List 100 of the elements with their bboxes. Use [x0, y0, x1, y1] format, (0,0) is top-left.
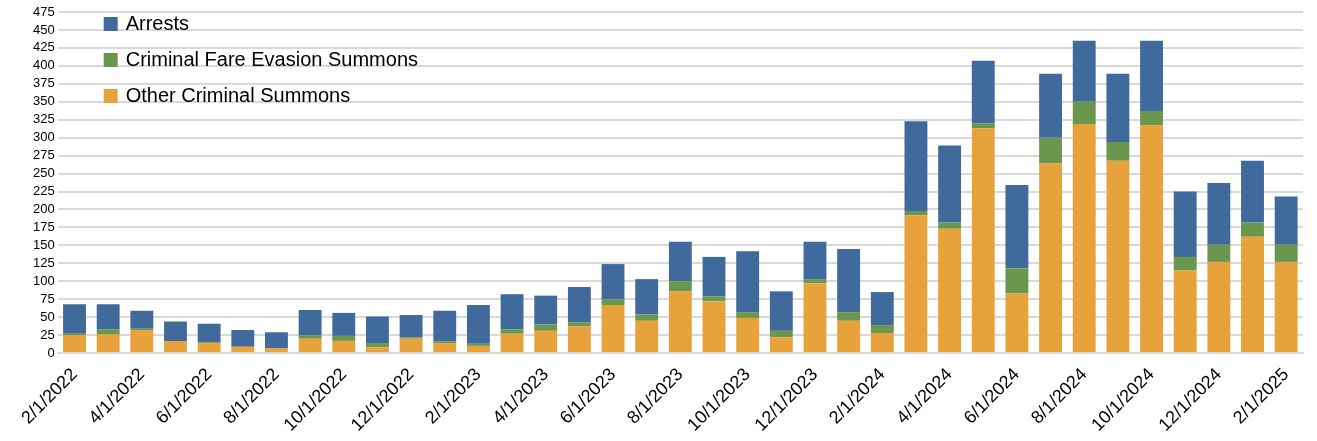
- legend-label: Criminal Fare Evasion Summons: [125, 47, 419, 70]
- bar: [332, 335, 356, 341]
- bar: [231, 330, 255, 347]
- bar: [1039, 163, 1063, 353]
- y-tick-label: 200: [32, 201, 55, 217]
- bar: [938, 228, 962, 353]
- bar: [1173, 270, 1197, 353]
- bar: [567, 322, 591, 327]
- y-tick-label: 350: [32, 93, 55, 109]
- bar: [433, 310, 457, 342]
- bar: [904, 215, 928, 353]
- legend-label: Other Criminal Summons: [125, 83, 351, 106]
- legend-label: Arrests: [125, 11, 190, 34]
- bar: [399, 315, 423, 338]
- y-tick-label: 125: [32, 254, 55, 270]
- bar: [332, 312, 356, 336]
- bar: [164, 321, 187, 341]
- bar: [96, 304, 120, 330]
- bar: [870, 333, 894, 353]
- y-tick-label: 150: [32, 236, 55, 252]
- bar: [601, 304, 625, 353]
- bar: [433, 343, 457, 353]
- bar: [1173, 256, 1197, 271]
- bar: [1140, 125, 1163, 353]
- bar: [971, 128, 995, 353]
- bar: [635, 320, 659, 353]
- y-tick-label: 400: [32, 57, 55, 73]
- y-tick-label: 300: [32, 129, 55, 145]
- bar: [702, 296, 726, 302]
- bar: [837, 320, 861, 353]
- bar: [500, 294, 524, 330]
- bar: [1207, 261, 1231, 353]
- bar: [96, 329, 120, 335]
- bar: [1173, 191, 1197, 257]
- bar: [635, 279, 659, 315]
- bar: [500, 333, 524, 353]
- bar: [702, 256, 726, 297]
- y-tick-label: 425: [32, 39, 55, 55]
- bar: [1072, 101, 1096, 125]
- bar: [231, 346, 255, 353]
- bar: [197, 323, 221, 343]
- bar: [332, 340, 356, 353]
- bar: [365, 316, 389, 344]
- bar: [904, 121, 928, 211]
- bar: [1241, 222, 1264, 237]
- y-tick-label: 75: [40, 290, 55, 306]
- bar: [399, 338, 423, 353]
- bar: [466, 343, 490, 346]
- bar: [534, 330, 558, 353]
- bar: [1241, 160, 1264, 223]
- bar: [870, 292, 894, 326]
- bar: [601, 264, 625, 300]
- y-tick-label: 250: [32, 165, 55, 181]
- bar: [635, 314, 659, 321]
- bar: [567, 287, 591, 323]
- bar: [702, 301, 726, 353]
- bar: [63, 304, 86, 334]
- bar: [1039, 73, 1063, 138]
- y-tick-label: 175: [32, 219, 55, 235]
- bar: [500, 329, 524, 334]
- bar: [1106, 160, 1130, 353]
- bar: [870, 325, 894, 333]
- bar: [365, 343, 389, 348]
- bar: [736, 317, 760, 353]
- bar: [1005, 268, 1029, 294]
- bar: [96, 334, 120, 353]
- bar: [1005, 185, 1029, 269]
- bar: [837, 248, 861, 313]
- bar: [197, 343, 221, 353]
- bar: [298, 338, 322, 353]
- y-tick-label: 25: [40, 326, 55, 342]
- bar: [1005, 293, 1029, 353]
- bar: [1241, 236, 1264, 353]
- bar: [1207, 244, 1231, 262]
- y-tick-label: 275: [32, 147, 55, 163]
- bar: [466, 304, 490, 344]
- bar: [938, 145, 962, 223]
- bar: [1072, 124, 1096, 353]
- bar: [1274, 261, 1298, 353]
- bar: [365, 347, 389, 353]
- y-tick-label: 375: [32, 75, 55, 91]
- bar: [668, 291, 692, 353]
- bar: [1106, 73, 1130, 142]
- bar: [1140, 40, 1163, 112]
- y-tick-label: 450: [32, 21, 55, 37]
- bar: [1072, 40, 1096, 102]
- y-tick-label: 50: [40, 308, 55, 324]
- y-tick-label: 0: [47, 344, 55, 360]
- bar: [1274, 244, 1298, 262]
- bar: [769, 330, 793, 338]
- bar: [971, 123, 995, 129]
- bar: [837, 312, 861, 321]
- bar: [1039, 137, 1063, 164]
- bar: [803, 241, 827, 280]
- bar: [298, 335, 322, 339]
- bar: [164, 340, 187, 353]
- bar: [668, 241, 692, 282]
- bar: [298, 310, 322, 336]
- bar: [668, 281, 692, 292]
- bar: [1207, 182, 1231, 245]
